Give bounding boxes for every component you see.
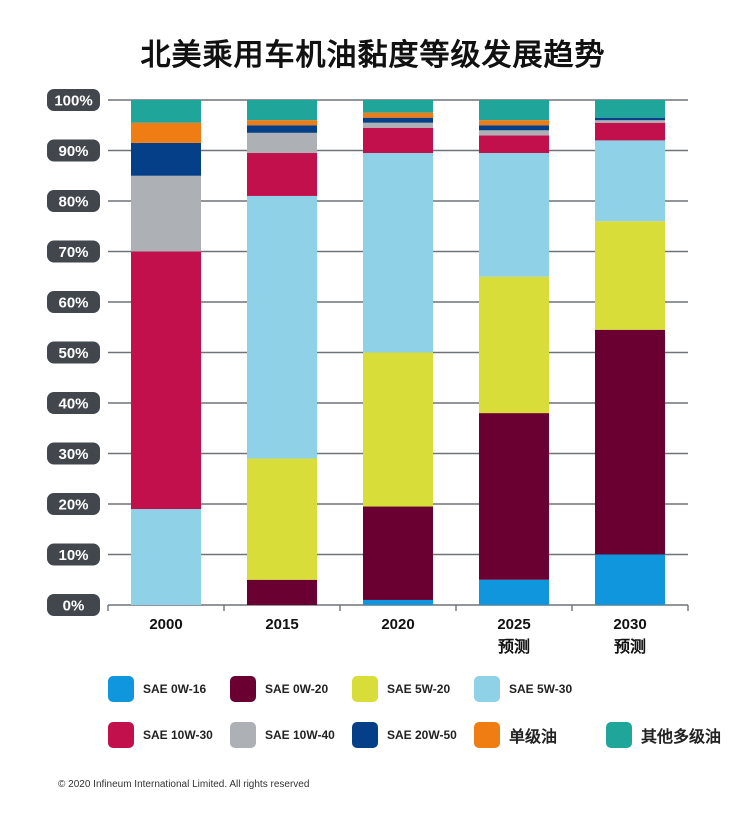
bar-segment (479, 276, 549, 414)
legend-swatch (474, 676, 500, 702)
bar-segment (131, 175, 201, 252)
bar-segment (363, 100, 433, 113)
bar-segment (247, 125, 317, 133)
legend-swatch (108, 722, 134, 748)
legend-swatch (230, 676, 256, 702)
bar-segment (363, 117, 433, 123)
y-tick-badge (47, 291, 100, 313)
legend-item: SAE 20W-50 (352, 722, 457, 748)
bar-segment (247, 120, 317, 126)
y-tick-badge (47, 493, 100, 515)
bar-segment (247, 579, 317, 605)
legend-label: SAE 5W-30 (509, 682, 573, 696)
legend-item: SAE 10W-30 (108, 722, 213, 748)
x-tick-label: 2015 (265, 616, 298, 633)
y-tick-label: 60% (58, 295, 88, 312)
legend-item: SAE 0W-16 (108, 676, 206, 702)
bar-segment (131, 122, 201, 143)
y-tick-badge (47, 190, 100, 212)
copyright-notice: © 2020 Infineum International Limited. A… (58, 779, 310, 790)
stacked-bar-chart: 0% 10% 20% 30% 40% 50% 60% 70% 80% 90% 100% 2000 201… (47, 89, 689, 656)
y-tick-badge (47, 341, 100, 364)
bar-segment (131, 251, 201, 510)
y-tick-label: 40% (58, 396, 88, 413)
legend-label: SAE 10W-40 (265, 728, 335, 742)
legend-label: 其他多级油 (641, 727, 722, 746)
y-tick-badge (47, 392, 100, 414)
x-tick-sublabel: 预测 (614, 637, 646, 656)
bar-segment (595, 117, 665, 121)
bar-segment (595, 120, 665, 123)
legend-swatch (352, 722, 378, 748)
legend-label: SAE 0W-16 (143, 682, 207, 696)
x-tick-label: 2020 (381, 616, 414, 633)
y-tick-badge (47, 89, 100, 111)
y-tick-label: 50% (58, 345, 88, 362)
legend-item: SAE 0W-20 (230, 676, 328, 702)
bar-segment (479, 130, 549, 136)
bar-segment (595, 100, 665, 118)
legend-label: SAE 0W-20 (265, 682, 329, 696)
bar-segment (595, 329, 665, 555)
legend-label: SAE 5W-20 (387, 682, 451, 696)
y-tick-badge (47, 139, 100, 162)
y-tick-label: 0% (63, 598, 85, 615)
legend-label: 单级油 (509, 727, 558, 746)
bar-segment (595, 554, 665, 605)
legend-swatch (606, 722, 632, 748)
legend-swatch (230, 722, 256, 748)
chart-title: 北美乘用车机油黏度等级发展趋势 (140, 38, 606, 73)
y-tick-label: 20% (58, 497, 88, 514)
bar-segment (247, 458, 317, 580)
x-tick-label: 2000 (149, 616, 182, 633)
x-tick-sublabel: 预测 (498, 637, 530, 656)
y-tick-label: 70% (58, 244, 88, 261)
legend-item: SAE 10W-40 (230, 722, 335, 748)
bar-segment (247, 132, 317, 154)
legend-swatch (474, 722, 500, 748)
bar-segment (479, 125, 549, 131)
y-tick-label: 80% (58, 194, 88, 211)
y-tick-label: 90% (58, 143, 88, 160)
bar-segment (247, 153, 317, 196)
bar-segment (479, 135, 549, 154)
legend-swatch (108, 676, 134, 702)
legend-item: 单级油 (474, 722, 557, 748)
bar-segment (131, 142, 201, 176)
bar-segment (363, 127, 433, 154)
x-tick-label: 2030 (613, 616, 646, 633)
legend-item: SAE 5W-20 (352, 676, 450, 702)
y-tick-label: 100% (54, 93, 92, 110)
y-tick-label: 10% (58, 547, 88, 564)
legend-label: SAE 10W-30 (143, 728, 213, 742)
bar-segment (363, 153, 433, 353)
bar-segment (363, 112, 433, 118)
bar-segment (363, 122, 433, 128)
y-tick-badge (47, 442, 100, 465)
y-tick-badge (47, 543, 100, 566)
x-tick-label: 2025 (497, 616, 530, 633)
bar-segment (595, 221, 665, 330)
bar-segment (479, 413, 549, 580)
bar-segment (131, 100, 201, 123)
y-tick-badge (47, 594, 100, 616)
bar-segment (479, 153, 549, 277)
legend-item: SAE 5W-30 (474, 676, 572, 702)
bar-segment (595, 140, 665, 222)
bar-segment (479, 100, 549, 121)
y-tick-label: 30% (58, 446, 88, 463)
bar-segment (247, 195, 317, 459)
legend-swatch (352, 676, 378, 702)
bar-segment (131, 509, 201, 605)
bar-segment (363, 352, 433, 507)
y-tick-badge (47, 240, 100, 263)
legend-label: SAE 20W-50 (387, 728, 457, 742)
bar-segment (363, 506, 433, 600)
legend-item: 其他多级油 (606, 722, 721, 748)
bar-segment (247, 100, 317, 121)
bar-segment (595, 122, 665, 141)
bar-segment (479, 579, 549, 605)
bar-segment (363, 599, 433, 605)
bar-segment (479, 120, 549, 126)
